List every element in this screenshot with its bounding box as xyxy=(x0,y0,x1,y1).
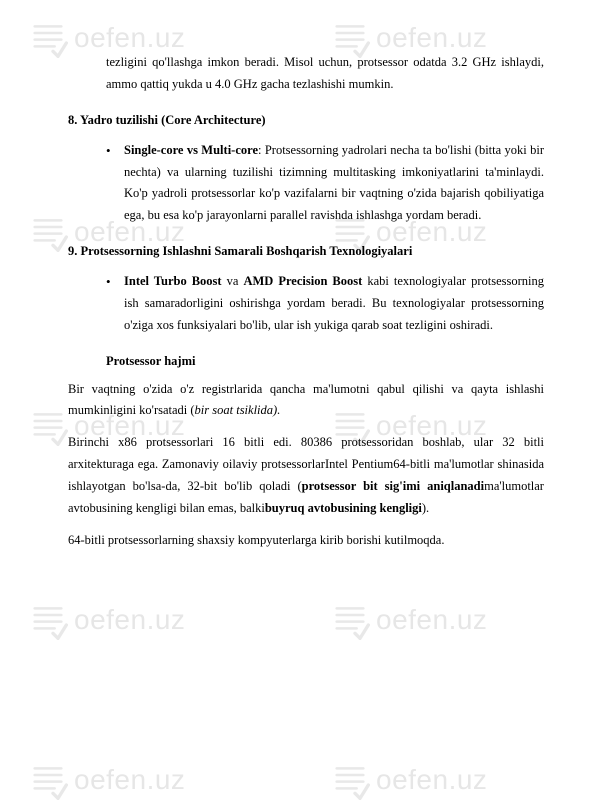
text-run: Bir vaqtning o'zida o'z registrlarida qa… xyxy=(68,382,544,418)
watermark-unit: oefen.uz xyxy=(28,600,185,640)
watermark-unit: oefen.uz xyxy=(330,600,487,640)
watermark-text: oefen.uz xyxy=(376,604,487,636)
watermark-unit: oefen.uz xyxy=(330,760,487,800)
continuation-paragraph: tezligini qo'llashga imkon beradi. Misol… xyxy=(106,52,544,96)
paragraph: 64-bitli protsessorlarning shaxsiy kompy… xyxy=(68,530,544,552)
bold-text: buyruq avtobusining kengligi xyxy=(265,501,422,515)
bold-text: protsessor bit sig'imi aniqlanadi xyxy=(302,479,484,493)
term-intel-turbo: Intel Turbo Boost xyxy=(124,274,222,288)
heading-8: 8. Yadro tuzilishi (Core Architecture) xyxy=(68,110,544,132)
bullet-lead-term: Single-core vs Multi-core xyxy=(124,143,258,157)
watermark-text: oefen.uz xyxy=(376,764,487,796)
text-run: ). xyxy=(422,501,429,515)
list-item: Single-core vs Multi-core: Protsessornin… xyxy=(106,140,544,228)
heading-9: 9. Protsessorning Ishlashni Samarali Bos… xyxy=(68,241,544,263)
watermark-text: oefen.uz xyxy=(74,764,185,796)
watermark-unit: oefen.uz xyxy=(28,760,185,800)
italic-text: bir soat tsiklida). xyxy=(195,403,281,417)
paragraph: Birinchi x86 protsessorlari 16 bitli edi… xyxy=(68,432,544,520)
list-section-8: Single-core vs Multi-core: Protsessornin… xyxy=(106,140,544,228)
watermark-text: oefen.uz xyxy=(74,604,185,636)
term-amd-precision: AMD Precision Boost xyxy=(243,274,362,288)
document-content: tezligini qo'llashga imkon beradi. Misol… xyxy=(0,0,612,602)
text-connector: va xyxy=(222,274,244,288)
list-item: Intel Turbo Boost va AMD Precision Boost… xyxy=(106,271,544,337)
paragraph: Bir vaqtning o'zida o'z registrlarida qa… xyxy=(68,379,544,423)
subheading-protsessor-hajmi: Protsessor hajmi xyxy=(106,351,544,373)
list-section-9: Intel Turbo Boost va AMD Precision Boost… xyxy=(106,271,544,337)
